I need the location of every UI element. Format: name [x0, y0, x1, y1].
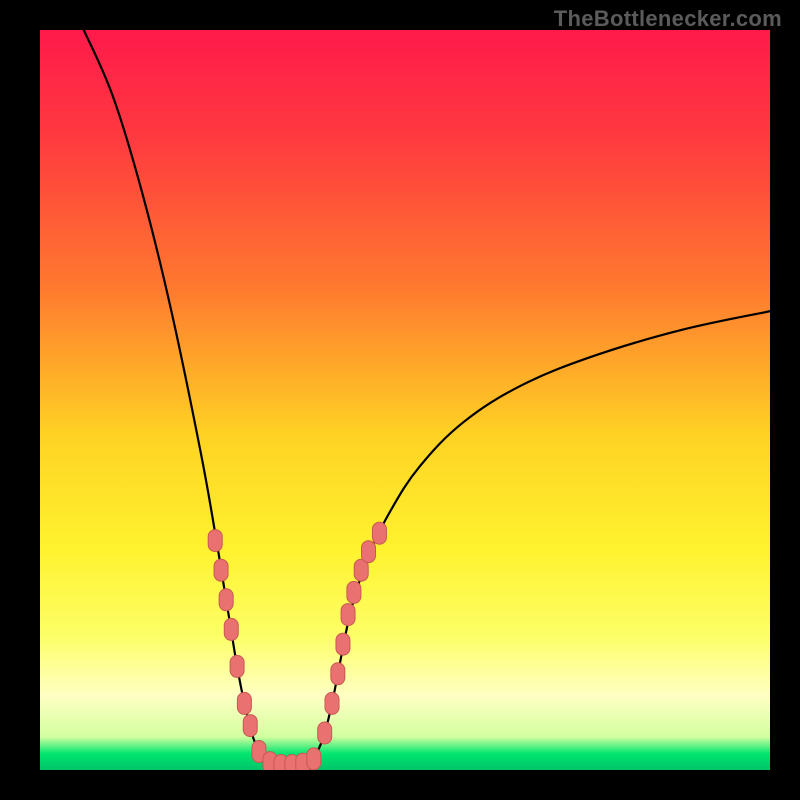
data-marker: [341, 604, 355, 626]
data-marker: [219, 589, 233, 611]
data-marker: [325, 692, 339, 714]
chart-svg: [40, 30, 770, 770]
data-marker: [362, 541, 376, 563]
data-marker: [224, 618, 238, 640]
data-marker: [230, 655, 244, 677]
data-marker: [243, 715, 257, 737]
data-marker: [214, 559, 228, 581]
watermark-text: TheBottlenecker.com: [554, 6, 782, 32]
gradient-background: [40, 30, 770, 770]
data-marker: [372, 522, 386, 544]
data-marker: [237, 692, 251, 714]
data-marker: [347, 581, 361, 603]
data-marker: [307, 748, 321, 770]
data-marker: [336, 633, 350, 655]
data-marker: [208, 530, 222, 552]
plot-area: [40, 30, 770, 770]
data-marker: [331, 663, 345, 685]
data-marker: [318, 722, 332, 744]
chart-frame: TheBottlenecker.com: [0, 0, 800, 800]
